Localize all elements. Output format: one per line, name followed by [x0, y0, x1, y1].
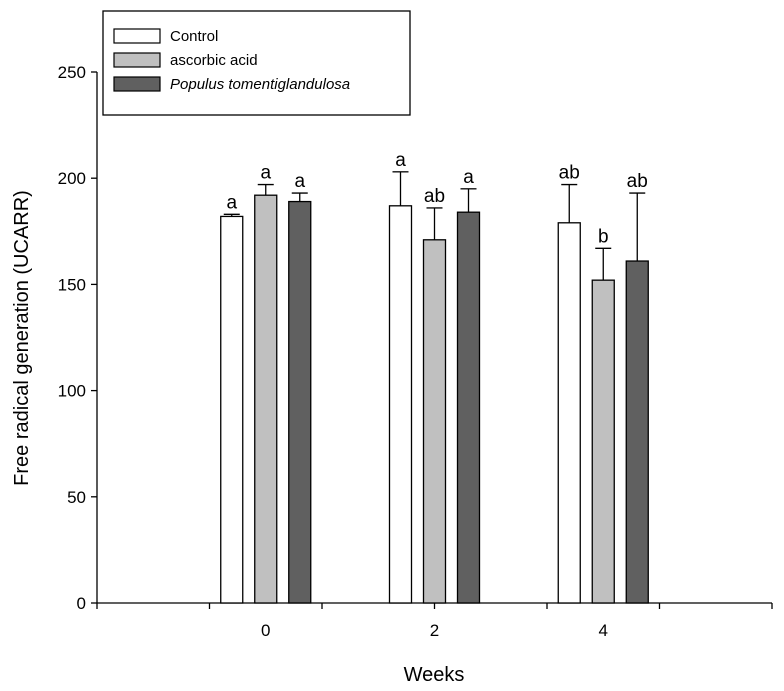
significance-label: ab: [559, 163, 580, 184]
bar: [288, 200, 312, 604]
significance-label: a: [294, 171, 305, 192]
bar: [625, 260, 649, 604]
bar: [254, 194, 278, 604]
significance-label: b: [598, 226, 609, 247]
y-axis-title: Free radical generation (UCARR): [11, 190, 33, 486]
legend: Control ascorbic acid Populus tomentigland…: [102, 10, 411, 116]
error-bars: [223, 171, 646, 281]
legend-swatch: [113, 76, 161, 92]
x-tick-label: 4: [599, 621, 608, 640]
bar: [388, 205, 413, 604]
y-tick-label: 200: [58, 169, 86, 188]
legend-label: Control: [170, 28, 218, 45]
x-tick-label: 0: [261, 621, 270, 640]
bar: [456, 211, 481, 604]
bar: [220, 215, 244, 604]
bar: [557, 222, 581, 604]
significance-label: ab: [424, 186, 445, 207]
significance-label: a: [226, 192, 237, 213]
y-tick-label: 100: [58, 382, 86, 401]
significance-label: a: [463, 167, 474, 188]
y-ticks: 0 50 100 150 200 250: [58, 63, 97, 613]
x-ticks: 0 2 4: [96, 603, 773, 640]
x-tick-label: 2: [430, 621, 439, 640]
y-tick-label: 250: [58, 63, 86, 82]
significance-label: a: [395, 150, 406, 171]
bar: [591, 279, 615, 604]
bars: [220, 194, 649, 604]
legend-swatch: [113, 52, 161, 68]
legend-label: Populus tomentiglandulosa: [170, 76, 350, 93]
bar: [422, 239, 447, 604]
legend-swatch: [113, 28, 161, 44]
y-tick-label: 150: [58, 275, 86, 294]
x-axis-title: Weeks: [404, 664, 465, 686]
significance-label: ab: [627, 171, 648, 192]
significance-label: a: [260, 163, 271, 184]
y-tick-label: 0: [77, 594, 86, 613]
legend-label: ascorbic acid: [170, 52, 258, 69]
y-tick-label: 50: [67, 488, 86, 507]
